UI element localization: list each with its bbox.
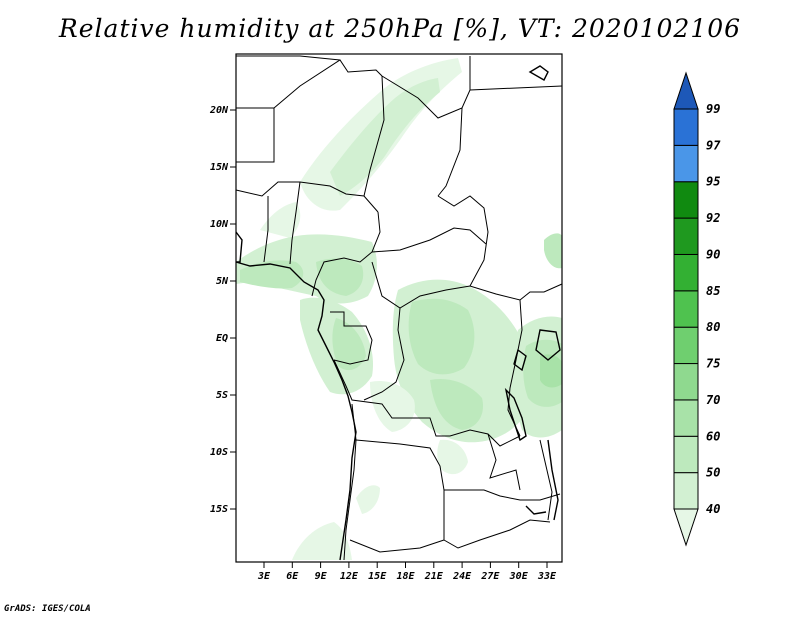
colorbar-segment — [673, 181, 699, 219]
lon-label: 3E — [257, 571, 271, 582]
border-line — [363, 307, 405, 401]
humidity-patch — [292, 522, 352, 560]
lake-outline — [525, 505, 547, 515]
border-line — [444, 489, 561, 501]
lon-label: 21E — [424, 571, 444, 582]
chart-title: Relative humidity at 250hPa [%], VT: 202… — [58, 14, 742, 43]
colorbar-segment — [673, 108, 699, 146]
border-line — [507, 299, 523, 437]
grads-credit: GrADS: IGES/COLA — [4, 604, 91, 614]
longitude-axis: 3E 6E 9E 12E 15E 18E 21E 24E 27E 30E 33E — [257, 562, 557, 582]
colorbar-label: 95 — [706, 175, 720, 189]
humidity-patch — [430, 378, 484, 430]
border-line — [371, 227, 487, 253]
lake-outline — [504, 387, 527, 442]
colorbar-label: 97 — [706, 138, 721, 152]
colorbar-upper-arrow — [673, 71, 699, 110]
colorbar-label: 92 — [706, 211, 720, 225]
border-line — [487, 433, 521, 491]
colorbar-segment — [673, 326, 699, 365]
colorbar-segment — [673, 253, 699, 292]
border-line — [381, 56, 471, 119]
colorbar: 40 50 60 70 75 80 85 90 92 95 97 99 — [673, 71, 721, 547]
lat-label: 5S — [216, 390, 228, 401]
colorbar-segment — [673, 217, 699, 255]
colorbar-lower-arrow — [673, 508, 699, 547]
colorbar-segment — [673, 399, 699, 437]
humidity-patch — [544, 233, 562, 269]
lon-label: 24E — [452, 571, 472, 582]
humidity-patch — [408, 298, 475, 375]
humidity-patch — [260, 202, 301, 238]
border-line — [311, 211, 381, 297]
humidity-patch — [332, 318, 366, 371]
border-line — [236, 107, 275, 163]
colorbar-label: 85 — [706, 284, 720, 298]
border-line — [443, 490, 551, 549]
lon-label: 15E — [368, 571, 387, 582]
border-line — [236, 55, 341, 61]
lon-label: 30E — [509, 571, 529, 582]
colorbar-segment — [673, 144, 699, 183]
lat-label: 15N — [210, 162, 229, 173]
border-line — [263, 196, 269, 263]
border-line — [371, 261, 563, 309]
border-line — [469, 85, 563, 91]
border-line — [289, 181, 301, 265]
colorbar-label: 50 — [706, 466, 720, 480]
island-outline — [528, 65, 549, 81]
island-outline — [235, 231, 243, 263]
humidity-patch — [316, 258, 364, 296]
colorbar-label: 40 — [706, 502, 720, 516]
lon-label: 6E — [286, 571, 299, 582]
colorbar-label: 90 — [706, 247, 720, 261]
latitude-axis: 20N 15N 10N 5N EQ 5S 10S 15S — [209, 105, 236, 515]
colorbar-segment — [673, 472, 699, 510]
humidity-patch — [540, 354, 562, 388]
colorbar-label: 75 — [706, 357, 720, 371]
lat-label: EQ — [216, 333, 228, 344]
lake-outline — [535, 329, 561, 361]
border-line — [235, 181, 379, 213]
lat-label: 10N — [210, 219, 229, 230]
lon-label: 12E — [340, 571, 359, 582]
border-line — [437, 107, 463, 197]
lon-label: 27E — [480, 571, 500, 582]
colorbar-label: 80 — [706, 320, 720, 334]
lake-outline — [547, 439, 559, 521]
border-line — [330, 311, 373, 365]
humidity-patch — [437, 439, 468, 475]
map-frame — [235, 53, 563, 563]
colorbar-label: 99 — [706, 102, 720, 116]
border-line — [363, 75, 385, 197]
humidity-patch — [330, 78, 440, 196]
humidity-field — [236, 58, 562, 560]
lon-label: 9E — [315, 571, 328, 582]
lat-label: 20N — [209, 105, 229, 116]
coastline-path — [235, 261, 357, 561]
lake-outline — [513, 348, 527, 372]
humidity-patch — [370, 380, 415, 432]
border-line — [437, 195, 489, 287]
border-line — [273, 59, 383, 109]
border-line — [349, 539, 445, 553]
lon-label: 33E — [537, 571, 557, 582]
colorbar-segment — [673, 363, 699, 401]
colorbar-segment — [673, 435, 699, 474]
border-line — [355, 439, 445, 491]
border-line — [539, 439, 553, 521]
lon-label: 18E — [396, 571, 415, 582]
lat-label: 15S — [210, 504, 228, 515]
border-line — [333, 359, 521, 447]
humidity-patch — [356, 485, 380, 514]
lat-label: 5N — [216, 276, 229, 287]
colorbar-label: 70 — [706, 393, 720, 407]
coastline — [235, 65, 561, 561]
colorbar-label: 60 — [706, 429, 720, 443]
colorbar-segment — [673, 290, 699, 328]
lat-label: 10S — [210, 447, 228, 458]
